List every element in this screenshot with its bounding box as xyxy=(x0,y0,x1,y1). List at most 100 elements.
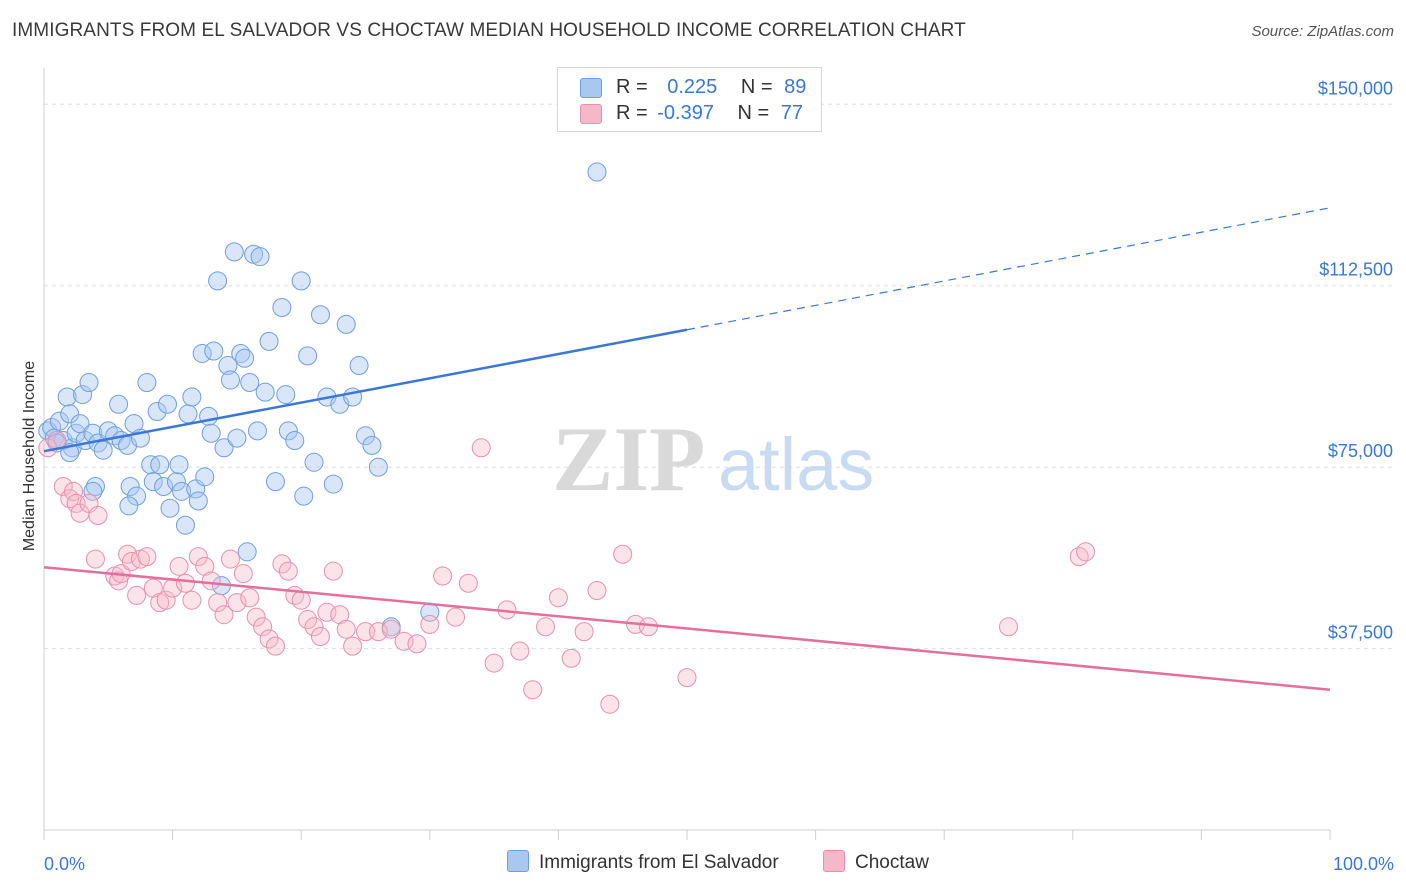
point-choctaw xyxy=(227,593,247,613)
x-tick-label-min: 0.0% xyxy=(44,854,85,874)
point-choctaw xyxy=(85,549,105,569)
point-el-salvador xyxy=(362,435,382,455)
point-choctaw xyxy=(458,573,478,593)
point-el-salvador xyxy=(235,348,255,368)
trend-line-el-salvador-extension xyxy=(686,207,1331,331)
watermark-atlas: atlas xyxy=(718,423,874,506)
point-choctaw xyxy=(310,626,330,646)
point-el-salvador xyxy=(147,402,167,422)
point-el-salvador xyxy=(218,356,238,376)
point-el-salvador xyxy=(57,387,77,407)
point-choctaw xyxy=(127,585,147,605)
point-el-salvador xyxy=(157,394,177,414)
correlation-legend: R = 0.225 N = 89 R = -0.397 N = 77 xyxy=(557,67,822,132)
point-choctaw xyxy=(246,607,266,627)
point-el-salvador xyxy=(336,314,356,334)
point-el-salvador xyxy=(60,404,80,424)
point-el-salvador xyxy=(124,414,144,434)
chart-source: Source: ZipAtlas.com xyxy=(1251,23,1394,40)
point-el-salvador xyxy=(278,421,298,441)
point-choctaw xyxy=(233,564,253,584)
point-el-salvador xyxy=(150,455,170,475)
point-el-salvador xyxy=(172,481,192,501)
point-choctaw xyxy=(471,438,491,458)
point-el-salvador xyxy=(192,343,212,363)
point-el-salvador xyxy=(214,438,234,458)
legend-r-label: R = xyxy=(616,76,648,98)
y-tick-label: $112,500 xyxy=(1319,260,1393,280)
legend-r-value: -0.397 xyxy=(657,102,714,124)
point-choctaw xyxy=(420,614,440,634)
point-choctaw xyxy=(143,578,163,598)
point-choctaw xyxy=(195,556,215,576)
point-el-salvador xyxy=(109,394,129,414)
trend-line-el-salvador xyxy=(43,328,688,453)
point-el-salvador xyxy=(201,423,221,443)
point-choctaw xyxy=(587,581,607,601)
point-choctaw xyxy=(999,617,1018,637)
point-el-salvador xyxy=(208,271,228,291)
point-el-salvador xyxy=(188,491,208,511)
point-el-salvador xyxy=(310,305,330,325)
point-choctaw xyxy=(484,653,504,673)
point-el-salvador xyxy=(250,247,270,267)
legend-n-label: N = xyxy=(737,102,770,124)
trend-line-choctaw xyxy=(43,566,1331,691)
point-el-salvador xyxy=(175,515,195,535)
point-el-salvador xyxy=(349,356,369,376)
point-choctaw xyxy=(201,571,221,591)
point-el-salvador xyxy=(291,271,311,291)
legend-swatch-pink xyxy=(580,104,602,124)
point-el-salvador xyxy=(587,162,607,182)
y-tick-label: $75,000 xyxy=(1328,441,1393,461)
point-choctaw xyxy=(208,593,228,613)
point-el-salvador xyxy=(356,426,375,446)
point-choctaw xyxy=(265,636,285,656)
point-choctaw xyxy=(536,617,556,637)
legend-r-value: 0.225 xyxy=(667,76,718,98)
point-choctaw xyxy=(613,544,633,564)
watermark-zip: ZIP xyxy=(552,408,705,510)
point-choctaw xyxy=(88,506,108,526)
point-choctaw xyxy=(240,588,260,608)
point-el-salvador xyxy=(166,472,186,492)
bottom-legend-swatch-blue xyxy=(507,850,529,872)
point-choctaw xyxy=(304,617,324,637)
legend-swatch-blue xyxy=(580,78,602,98)
bottom-legend-label: Choctaw xyxy=(855,852,929,873)
point-el-salvador xyxy=(265,472,285,492)
point-choctaw xyxy=(298,610,318,630)
point-choctaw xyxy=(574,622,594,642)
x-tick-marks xyxy=(43,830,1331,840)
point-el-salvador xyxy=(298,346,318,366)
y-tick-label: $150,000 xyxy=(1318,78,1393,98)
legend-n-label: N = xyxy=(740,76,773,98)
chart-title: IMMIGRANTS FROM EL SALVADOR VS CHOCTAW M… xyxy=(12,20,966,41)
legend-n-value: 77 xyxy=(780,102,804,124)
point-choctaw xyxy=(336,619,356,639)
point-choctaw xyxy=(548,588,568,608)
point-choctaw xyxy=(1076,542,1096,562)
point-choctaw xyxy=(291,590,311,610)
point-choctaw xyxy=(53,476,73,496)
point-choctaw xyxy=(188,547,208,567)
y-tick-labels: $37,500 $75,000 $112,500 $150,000 xyxy=(1318,78,1393,642)
point-el-salvador xyxy=(83,481,103,501)
bottom-legend-label: Immigrants from El Salvador xyxy=(539,852,779,873)
point-el-salvador xyxy=(237,542,257,562)
point-el-salvador xyxy=(49,411,69,431)
point-choctaw xyxy=(156,590,176,610)
point-choctaw xyxy=(407,634,427,654)
x-tick-label-max: 100.0% xyxy=(1333,854,1394,874)
point-choctaw xyxy=(343,636,363,656)
point-el-salvador xyxy=(154,476,174,496)
point-choctaw xyxy=(182,590,202,610)
point-el-salvador xyxy=(85,476,105,496)
point-el-salvador xyxy=(178,404,198,424)
point-choctaw xyxy=(323,561,343,581)
point-el-salvador xyxy=(79,372,99,392)
bottom-legend-swatch-pink xyxy=(823,850,845,872)
point-choctaw xyxy=(137,547,157,567)
point-el-salvador xyxy=(195,467,215,487)
